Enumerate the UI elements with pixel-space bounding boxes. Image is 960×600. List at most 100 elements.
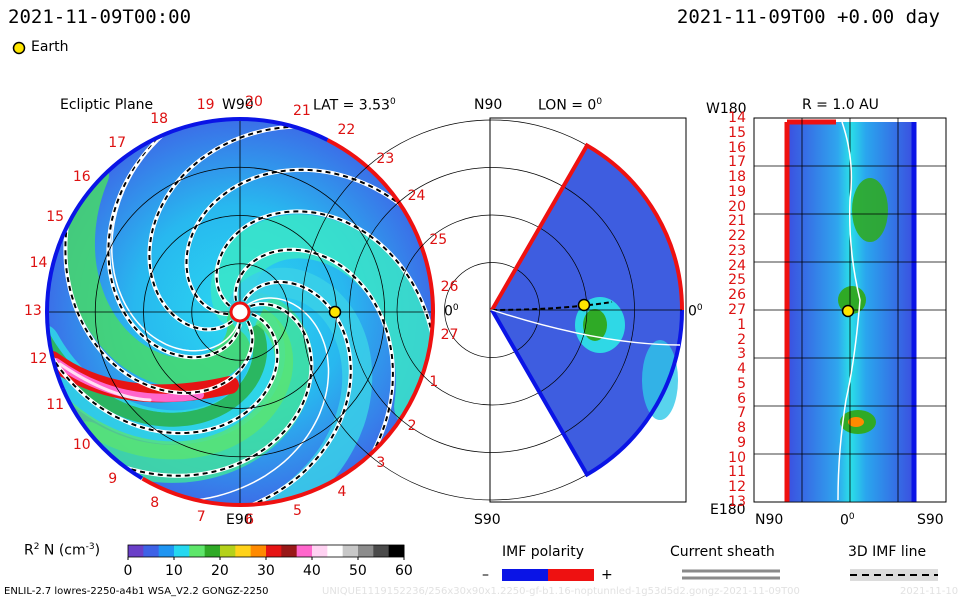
colorbar-swatch <box>388 545 405 557</box>
radial-y-label: 17 <box>728 154 746 171</box>
radial-y-label: 10 <box>728 449 746 466</box>
radial-y-label: 2 <box>737 331 746 348</box>
radial-blob-1 <box>852 178 888 242</box>
radial-xtick-s90: S90 <box>917 512 944 528</box>
radial-sheath-line <box>837 121 861 501</box>
colorbar-tick-label: 40 <box>303 563 321 579</box>
carrington-label: 16 <box>72 168 91 185</box>
carrington-label: 11 <box>46 396 65 413</box>
meridional-top-left: N90 <box>474 97 503 113</box>
radial-xtick-n90: N90 <box>755 512 784 528</box>
earth-marker-meridional <box>577 298 591 312</box>
imf-line-2 <box>232 280 352 505</box>
colorbar-swatch <box>128 545 144 557</box>
carrington-label: 1 <box>429 374 439 391</box>
radial-y-label: 5 <box>737 375 746 392</box>
imf-line-7 <box>107 120 241 359</box>
imf-minus: – <box>482 567 489 583</box>
radial-y-label: 11 <box>728 464 746 481</box>
carrington-label: 14 <box>29 254 48 271</box>
run-time-label: 2021-11-09T00 +0.00 day <box>676 6 940 28</box>
imf-plus: + <box>601 567 613 583</box>
current-sheath-line <box>160 297 330 503</box>
imf-line-3 <box>234 248 394 471</box>
rim-negative-arc <box>45 117 329 390</box>
carrington-label: 27 <box>440 327 459 344</box>
model-footer: ENLIL-2.7 lowres-2250-a4b1 WSA_V2.2 GONG… <box>4 586 269 597</box>
carrington-label: 20 <box>245 94 263 111</box>
colorbar-label: R2 N (cm-3) <box>24 542 101 559</box>
radial-y-label: 15 <box>728 124 746 141</box>
carrington-label: 26 <box>440 278 459 295</box>
radial-y-label: 13 <box>728 494 746 510</box>
carrington-label: 13 <box>24 303 42 319</box>
carrington-label: 5 <box>292 503 302 520</box>
carrington-label: 22 <box>337 122 356 138</box>
radial-xtick-0: 00 <box>840 512 855 529</box>
radial-bottom-left: E180 <box>710 502 746 518</box>
current-sheath-line-2 <box>111 119 240 352</box>
colorbar-swatch <box>250 545 267 557</box>
carrington-label: 15 <box>46 209 65 226</box>
radial-y-label: 9 <box>737 434 746 451</box>
ecliptic-top-label: W90 <box>222 97 254 113</box>
meridional-imf-line <box>491 301 613 311</box>
carrington-label: 24 <box>407 188 426 205</box>
imf-3d-line-title: 3D IMF line <box>848 544 927 560</box>
carrington-label: 3 <box>376 455 386 472</box>
earth-legend-marker <box>12 41 26 55</box>
radial-blob-3-core <box>848 417 864 427</box>
imf-line-4 <box>215 210 433 355</box>
date-footer: 2021-11-10 <box>900 586 959 597</box>
colorbar-swatch <box>296 545 313 557</box>
radial-y-label: 1 <box>737 316 746 333</box>
colorbar-tick-label: 20 <box>211 563 229 579</box>
radial-y-label: 22 <box>728 228 746 245</box>
colorbar-swatch <box>266 545 282 557</box>
radial-y-label: 3 <box>737 346 746 363</box>
earth-marker-ecliptic <box>328 305 342 319</box>
meridional-title: LON = 00 <box>538 97 603 114</box>
colorbar-swatch <box>373 545 390 557</box>
carrington-label: 9 <box>108 470 118 487</box>
meridional-right-label: 00 <box>688 303 703 320</box>
radial-y-label: 16 <box>728 139 746 156</box>
current-sheath-title: Current sheath <box>670 544 775 560</box>
ecliptic-lat-label: LAT = 3.530 <box>313 97 396 114</box>
imf-line-6 <box>148 125 316 331</box>
carrington-label: 10 <box>72 437 91 454</box>
sun-marker <box>229 301 251 323</box>
imf-line-8 <box>64 205 254 394</box>
carrington-label: 23 <box>376 150 395 167</box>
imf-polarity-bar <box>502 569 594 581</box>
carrington-label: 25 <box>429 231 448 248</box>
radial-y-label: 27 <box>728 302 746 318</box>
run-id-footer: UNIQUE1119152236/256x30x90x1.2250-gf-b1.… <box>322 586 800 597</box>
meridional-plume-core <box>583 309 607 341</box>
radial-panel <box>753 117 947 503</box>
radial-y-label: 26 <box>728 287 746 304</box>
radial-y-label: 23 <box>728 242 746 259</box>
radial-y-label: 18 <box>728 169 746 186</box>
meridional-plume-2 <box>642 340 678 420</box>
meridional-sheath-line <box>491 309 681 346</box>
rim-negative-arc-2 <box>61 387 144 481</box>
colorbar-swatch <box>143 545 160 557</box>
current-sheath-legend <box>682 569 780 580</box>
spiral-band-2 <box>64 160 258 388</box>
meridional-negative-edge <box>490 309 684 478</box>
imf-line-1 <box>105 303 313 477</box>
carrington-label: 21 <box>292 102 311 119</box>
imf-3d-line-legend <box>850 569 938 581</box>
cme-band-highlight <box>58 362 152 402</box>
carrington-label: 18 <box>150 111 169 128</box>
meridional-positive-edge <box>490 142 684 311</box>
colorbar-swatch <box>358 545 374 557</box>
carrington-label: 8 <box>150 494 160 511</box>
earth-legend-label: Earth <box>31 39 69 55</box>
colorbar-swatch <box>174 545 190 557</box>
ecliptic-plane-panel <box>45 117 435 508</box>
colorbar-tick-label: 0 <box>123 563 133 579</box>
colorbar-tick-label: 10 <box>165 563 183 579</box>
